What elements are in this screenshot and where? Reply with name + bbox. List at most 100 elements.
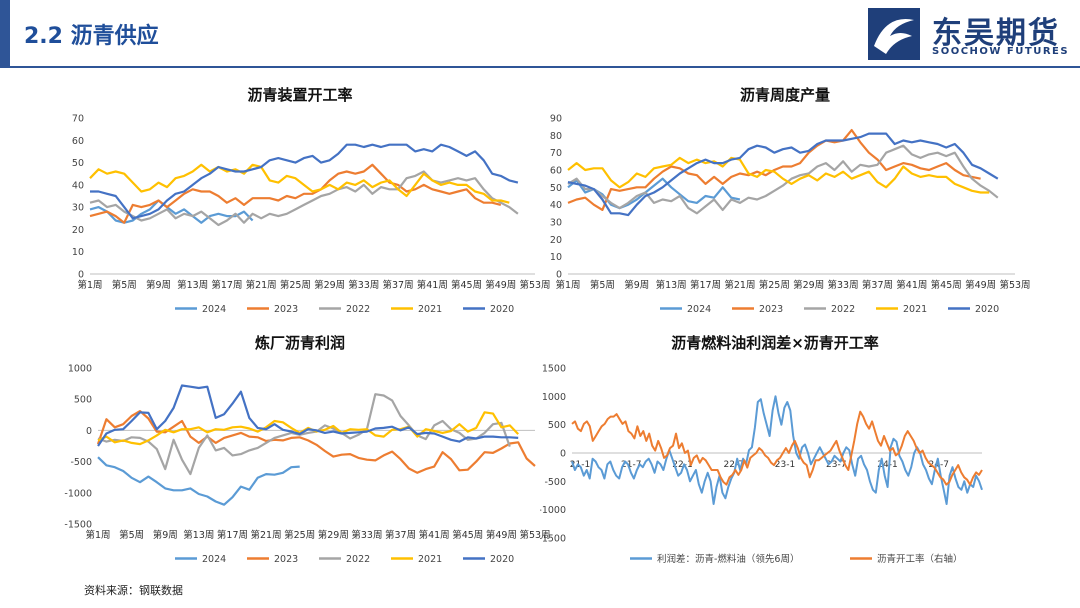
legend-label: 2023 (274, 554, 298, 565)
x-tick-label: 22-7 (724, 460, 744, 470)
x-tick-label: 第17周 (211, 279, 242, 291)
legend-label: 2024 (202, 554, 226, 565)
x-tick-label: 第29周 (318, 529, 349, 541)
x-tick-label: 第37周 (383, 279, 414, 291)
y-tick-label: 40 (550, 200, 562, 211)
x-tick-label: 第25周 (284, 529, 315, 541)
header-divider (0, 66, 1080, 68)
x-tick-label: 第21周 (246, 279, 277, 291)
x-tick-label: 第17周 (217, 529, 248, 541)
series-line-2023 (89, 163, 502, 224)
x-tick-label: 第37周 (862, 279, 893, 291)
x-tick-label: 第49周 (486, 529, 517, 541)
x-tick-label: 第45周 (451, 279, 482, 291)
legend-label: 2022 (346, 554, 370, 565)
x-tick-label: 23-7 (826, 460, 846, 470)
y-tick-label: 500 (74, 395, 92, 406)
legend-label: 2022 (831, 304, 855, 315)
y-tick-label: -1500 (540, 534, 566, 545)
x-tick-label: 第33周 (828, 279, 859, 291)
y-tick-label: -500 (544, 477, 566, 488)
logo-name-cn: 东吴期货 (932, 16, 1060, 51)
series-line-2020 (567, 132, 999, 217)
chart-title: 炼厂沥青利润 (254, 334, 345, 352)
legend-label: 2022 (346, 304, 370, 315)
x-tick-label: 第21周 (724, 279, 755, 291)
x-tick-label: 第29周 (314, 279, 345, 291)
x-tick-label: 21-7 (621, 460, 641, 470)
chart-title: 沥青燃料油利润差×沥青开工率 (671, 334, 879, 352)
chart-plot: 0 10 20 30 40 50 60 70 80 90 第1周 第5周 第9周 第13周 第17周 第21周… (550, 114, 1031, 316)
y-tick-label: 70 (72, 114, 84, 125)
x-tick-label: 第13周 (183, 529, 214, 541)
series-line-2021 (89, 163, 510, 204)
x-tick-label: 第33周 (351, 529, 382, 541)
x-tick-label: 第45周 (931, 279, 962, 291)
series-line-2022 (89, 170, 519, 227)
y-tick-label: 10 (550, 252, 562, 263)
y-tick-label: 10 (72, 247, 84, 258)
chart-asphalt-utilization: 沥青装置开工率 0 10 20 30 40 50 60 70 第1周 第5周 第9周 第13周 第17周… (50, 78, 551, 328)
legend-label: 沥青开工率（右轴） (877, 553, 963, 565)
series-line (571, 395, 983, 505)
y-tick-label: 20 (550, 235, 562, 246)
x-tick-label: 第49周 (485, 279, 516, 291)
header-accent-bar (0, 0, 10, 66)
x-tick-label: 第13周 (656, 279, 687, 291)
series-line-2024 (97, 456, 300, 506)
x-tick-label: 第1周 (77, 279, 102, 291)
y-tick-label: 0 (560, 449, 566, 460)
legend-label: 2020 (490, 304, 514, 315)
x-tick-label: 第5周 (119, 529, 144, 541)
y-tick-label: 60 (72, 136, 84, 147)
legend-label: 2021 (418, 554, 442, 565)
y-tick-label: 40 (72, 180, 84, 191)
y-tick-label: 30 (550, 218, 562, 229)
chart-title: 沥青装置开工率 (247, 86, 353, 104)
chart-plot: -1500-1000-50005001000150001020304050607… (538, 364, 1024, 566)
x-tick-label: 第33周 (348, 279, 379, 291)
y-tick-label: -1000 (64, 488, 92, 499)
page-title: 2.2 沥青供应 (24, 24, 159, 49)
logo-name-en: SOOCHOW FUTURES (932, 46, 1070, 57)
y-tick-label: -1500 (64, 520, 92, 531)
x-tick-label: 第41周 (896, 279, 927, 291)
y-tick-label: 0 (78, 270, 84, 281)
y-tick-label: 1500 (542, 364, 566, 375)
y-tick-label: 50 (72, 158, 84, 169)
x-tick-label: 第49周 (965, 279, 996, 291)
y-tick-label: 30 (72, 203, 84, 214)
y-tick-label: 500 (548, 420, 566, 431)
y-tick-label: 70 (550, 148, 562, 159)
y-tick-label: 1000 (68, 364, 92, 375)
y-tick-label: 90 (550, 114, 562, 125)
series-line-2023 (96, 409, 536, 474)
y-tick-label: -1000 (540, 505, 566, 516)
series-line (571, 410, 983, 486)
series-line-2021 (97, 411, 519, 446)
chart-title: 沥青周度产量 (739, 86, 830, 104)
legend-label: 2021 (903, 304, 927, 315)
legend-label: 2024 (687, 304, 711, 315)
y-tick-label: -500 (70, 457, 92, 468)
x-tick-label: 第53周 (519, 529, 550, 541)
x-tick-label: 第21周 (251, 529, 282, 541)
x-tick-label: 第41周 (419, 529, 450, 541)
legend-label: 2020 (975, 304, 999, 315)
legend-label: 2021 (418, 304, 442, 315)
y-tick-label: 80 (550, 131, 562, 142)
company-logo: 东吴期货 SOOCHOW FUTURES (866, 6, 1076, 62)
x-tick-label: 第1周 (85, 529, 110, 541)
x-tick-label: 24-1 (877, 460, 897, 470)
legend-label: 利润差：沥青-燃料油（领先6周） (657, 553, 799, 565)
x-tick-label: 第5周 (590, 279, 615, 291)
x-tick-label: 第25周 (759, 279, 790, 291)
chart-profit-spread-vs-utilization: 沥青燃料油利润差×沥青开工率 -1500 -1000 -500 0 500 1000 150… (538, 330, 1024, 580)
chart-refinery-profit: 炼厂沥青利润 -1500 -1000 -500 0 500 1000 第1周 第5周 第9周 第1… (50, 330, 550, 580)
series-line-2024 (89, 199, 254, 224)
chart-plot: -1500-1000-50005001000第1周 第5周 第9周 第13周 第17周第… (64, 364, 550, 566)
data-source-note: 资料来源：钢联数据 (84, 584, 183, 597)
y-tick-label: 50 (550, 183, 562, 194)
x-tick-label: 第1周 (555, 279, 580, 291)
series-line-2022 (567, 144, 999, 215)
